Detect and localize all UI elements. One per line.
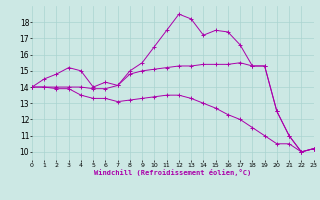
X-axis label: Windchill (Refroidissement éolien,°C): Windchill (Refroidissement éolien,°C) — [94, 169, 252, 176]
